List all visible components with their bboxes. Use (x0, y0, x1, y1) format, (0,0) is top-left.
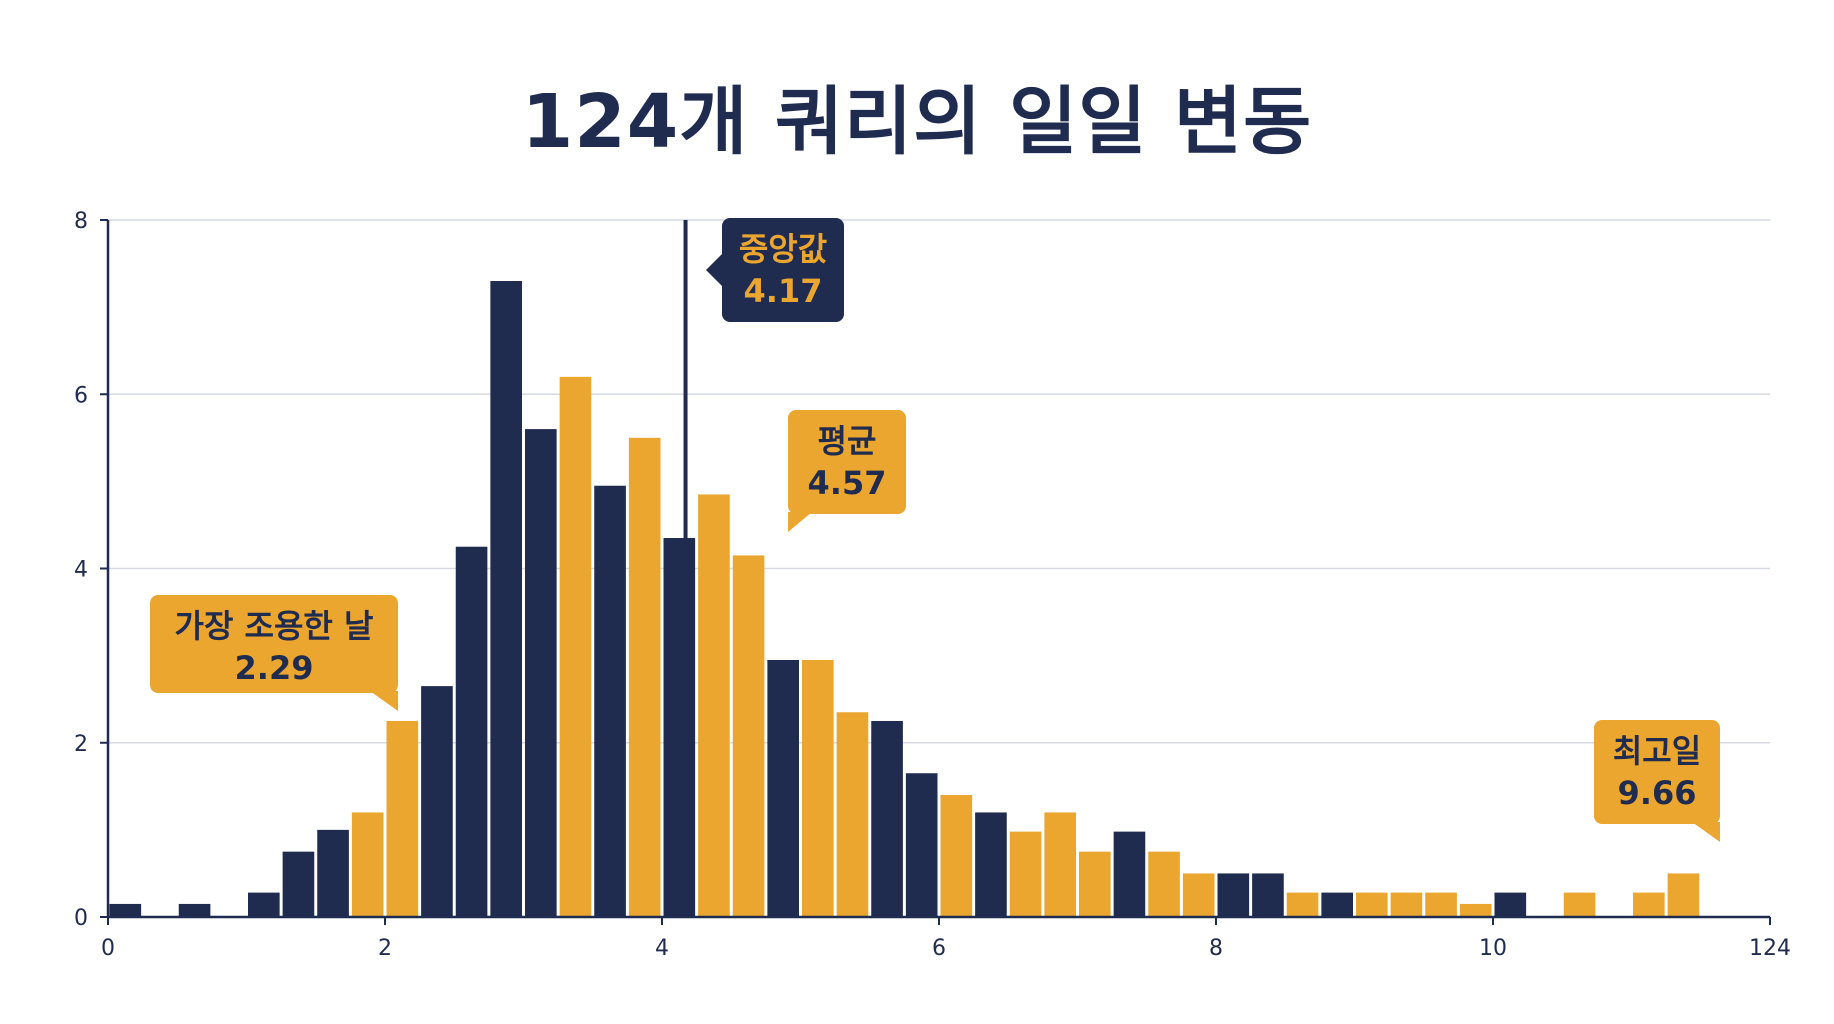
histogram-bar (802, 659, 834, 917)
histogram-bar (1148, 851, 1180, 917)
histogram-bar (421, 686, 453, 917)
histogram-bar (1252, 873, 1284, 917)
callout-box (722, 218, 844, 322)
histogram-bar (282, 851, 315, 917)
callout-pointer (788, 512, 812, 532)
histogram-bar (836, 712, 869, 917)
callout-mean: 평균 4.57 (788, 410, 906, 532)
annotations: 중앙값 4.17 평균 4.57 가장 조용한 날 2.29 최고일 9.66 (150, 218, 1720, 842)
callout-value: 2.29 (235, 649, 314, 687)
callout-pointer (706, 254, 722, 286)
histogram-bar (1425, 892, 1457, 917)
histogram-bar (1321, 892, 1353, 917)
histogram-bar (871, 720, 903, 917)
histogram-bar (1563, 892, 1596, 917)
callout-label: 평균 (818, 422, 877, 460)
x-tick-label: 8 (1209, 936, 1223, 961)
callout-median: 중앙값 4.17 (706, 218, 844, 322)
chart-title: 124개 쿼리의 일일 변동 (521, 79, 1313, 165)
histogram-bar (732, 555, 765, 917)
callout-quietest: 가장 조용한 날 2.29 (150, 595, 398, 711)
callout-pointer (1692, 822, 1720, 842)
histogram-bar (351, 812, 384, 917)
grid-lines (108, 219, 1770, 744)
histogram-bar (490, 280, 522, 917)
y-tick-label: 8 (74, 209, 88, 234)
callout-value: 4.17 (744, 272, 823, 310)
histogram-bar (975, 812, 1007, 917)
histogram-bar (1217, 873, 1250, 917)
callout-value: 4.57 (808, 464, 887, 502)
histogram-bar (1633, 892, 1665, 917)
histogram-bar (698, 494, 730, 917)
histogram-bar (594, 485, 626, 917)
histogram-bar (1459, 903, 1492, 917)
callout-label: 중앙값 (739, 230, 827, 268)
histogram-bar (663, 538, 696, 917)
histogram-bar (559, 376, 592, 917)
histogram-bar (525, 429, 557, 917)
y-tick-label: 4 (74, 558, 88, 583)
histogram-bar (1286, 892, 1319, 917)
histogram-bar (1356, 892, 1388, 917)
histogram-bar (1667, 873, 1700, 917)
x-tick-label: 124 (1749, 936, 1791, 961)
callout-pointer (370, 691, 398, 711)
y-tick-label: 2 (74, 732, 88, 757)
histogram-bar (455, 546, 488, 917)
histogram-bar (1494, 892, 1527, 917)
histogram-bar (178, 903, 211, 917)
callout-label: 가장 조용한 날 (175, 607, 374, 645)
x-tick-label: 6 (932, 936, 946, 961)
bars (109, 280, 1700, 917)
x-tick-label: 4 (655, 936, 669, 961)
callout-label: 최고일 (1613, 732, 1701, 770)
histogram-bar (317, 829, 349, 917)
callout-value: 9.66 (1618, 774, 1697, 812)
x-tick-label: 10 (1479, 936, 1507, 961)
histogram-bar (109, 903, 142, 917)
histogram-bar (1182, 873, 1215, 917)
histogram-bar (905, 773, 938, 917)
histogram-bar (1009, 831, 1042, 917)
tick-labels: 0 2 4 6 8 0 2 4 6 8 10 124 (74, 209, 1791, 961)
histogram-bar (767, 659, 799, 917)
y-tick-label: 0 (74, 906, 88, 931)
histogram-bar (248, 892, 280, 917)
callout-box (150, 595, 398, 693)
histogram-bar (628, 437, 661, 917)
histogram-bar (940, 795, 973, 917)
histogram-bar (1390, 892, 1423, 917)
histogram-bar (1113, 831, 1146, 917)
histogram-bar (1044, 812, 1076, 917)
histogram-bar (1079, 851, 1111, 917)
x-tick-label: 2 (378, 936, 392, 961)
callout-peak: 최고일 9.66 (1594, 720, 1720, 842)
histogram-bar (386, 720, 419, 917)
callout-box (1594, 720, 1720, 824)
y-tick-label: 6 (74, 383, 88, 408)
x-tick-label: 0 (101, 936, 115, 961)
callout-box (788, 410, 906, 514)
